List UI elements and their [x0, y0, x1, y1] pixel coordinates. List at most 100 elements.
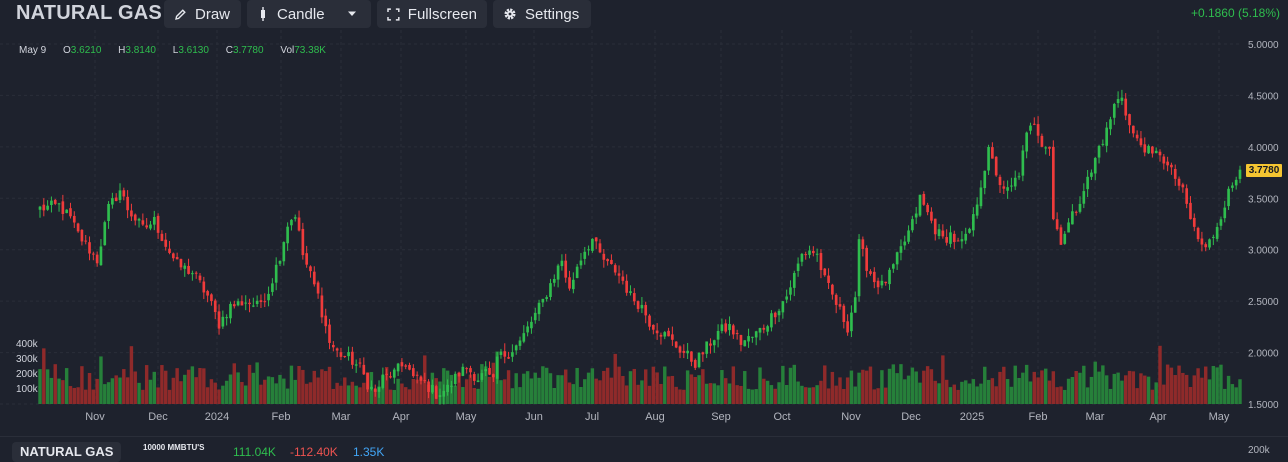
volume-bar: [552, 387, 556, 404]
volume-bar: [213, 382, 217, 404]
candle-body: [735, 333, 739, 335]
volume-bar: [834, 385, 838, 404]
volume-bar: [971, 379, 976, 404]
volume-bar: [1066, 378, 1071, 404]
candle-body: [1192, 217, 1196, 227]
candle-body: [392, 369, 396, 378]
volume-bar: [160, 365, 164, 404]
settings-button[interactable]: Settings: [493, 0, 591, 28]
volume-bar: [899, 364, 903, 404]
volume-bar: [743, 371, 747, 404]
candle-body: [305, 253, 308, 265]
candle-body: [895, 252, 899, 265]
candle-body: [221, 316, 225, 327]
volume-bar: [1230, 384, 1235, 404]
candle-body: [156, 215, 160, 233]
candle-body: [328, 324, 331, 343]
candle-body: [434, 386, 438, 399]
candle-body: [602, 253, 606, 260]
volume-bar: [609, 377, 614, 404]
candle-body: [1048, 146, 1051, 149]
candle-body: [739, 335, 743, 345]
candle-body: [983, 170, 987, 189]
candle-body: [671, 334, 674, 340]
volume-bar: [522, 373, 526, 404]
volume-bar: [183, 374, 187, 404]
candle-body: [625, 280, 628, 293]
candle-body: [636, 301, 640, 309]
volume-bar: [693, 377, 697, 404]
candle-body: [389, 376, 392, 378]
volume-bar: [544, 367, 549, 404]
candle-body: [549, 283, 552, 297]
candle-body: [1013, 177, 1017, 187]
chart-grid: [0, 30, 1242, 406]
volume-bar: [708, 383, 713, 404]
volume-bar: [118, 377, 122, 404]
candle-body: [629, 291, 632, 294]
price-tick-label: 4.0000: [1248, 143, 1279, 154]
volume-bar: [1238, 379, 1242, 404]
time-tick-label: Jul: [585, 411, 599, 423]
volume-bar: [304, 383, 309, 404]
volume-bar: [1181, 372, 1185, 404]
candlestick-chart[interactable]: 5.0000 4.5000 4.0000 3.5000 3.0000 2.5000 2.00…: [0, 30, 1288, 436]
candle-body: [533, 312, 537, 321]
candle-body: [956, 240, 960, 242]
candle-body: [1181, 184, 1185, 188]
volume-bar: [880, 370, 884, 404]
ohlc-legend: May 9 O3.6210 H3.8140 L3.6130 C3.7780 Vo…: [19, 45, 326, 56]
candle-body: [663, 332, 667, 337]
volume-bar: [1158, 345, 1162, 404]
chevron-down-icon[interactable]: [347, 10, 357, 18]
volume-bar: [666, 376, 671, 404]
candle-body: [705, 341, 708, 354]
volume-bar: [594, 378, 598, 404]
volume-bar: [404, 387, 408, 404]
candle-icon: [261, 7, 265, 21]
candle-body: [149, 224, 152, 229]
time-tick-label: Jun: [525, 411, 543, 423]
candle-body: [206, 291, 209, 296]
candle-body: [1071, 211, 1074, 225]
candle-body: [427, 381, 430, 392]
candle-body: [1055, 219, 1059, 230]
candle-body: [1215, 226, 1219, 239]
volume-bar: [144, 365, 149, 404]
candle-body: [518, 340, 522, 346]
volume-bar: [384, 366, 389, 404]
candle-body: [507, 357, 510, 359]
candle-body: [210, 294, 213, 301]
fullscreen-button[interactable]: Fullscreen: [377, 0, 487, 28]
indicator-tab[interactable]: NATURAL GAS: [12, 442, 122, 462]
volume-bar: [91, 389, 96, 404]
candle-body: [57, 203, 61, 205]
candle-body: [1231, 185, 1234, 188]
volume-bar: [925, 366, 930, 404]
volume-bar: [510, 388, 515, 404]
chart-type-button[interactable]: Candle: [247, 0, 371, 28]
candle-body: [857, 239, 861, 297]
volume-bar: [171, 377, 176, 404]
volume-bar: [537, 377, 541, 404]
candle-body: [667, 330, 670, 337]
volume-bar: [308, 382, 313, 404]
draw-button[interactable]: Draw: [164, 0, 241, 28]
candle-body: [903, 241, 907, 246]
volume-bar: [335, 382, 339, 404]
candle-body: [770, 313, 773, 328]
candle-body: [1074, 211, 1078, 213]
gear-icon: [504, 8, 516, 20]
volume-bar: [529, 378, 534, 404]
candle-body: [274, 264, 278, 283]
candle-body: [53, 199, 57, 204]
high-value: 3.8140: [125, 45, 156, 56]
volume-bar: [1226, 375, 1231, 404]
volume-bar: [800, 385, 804, 404]
candle-body: [309, 266, 312, 272]
time-tick-label: Aug: [645, 411, 665, 423]
volume-bar: [891, 364, 896, 404]
volume-bar: [1047, 380, 1052, 404]
candle-body: [712, 340, 716, 346]
candle-body: [1139, 138, 1143, 146]
